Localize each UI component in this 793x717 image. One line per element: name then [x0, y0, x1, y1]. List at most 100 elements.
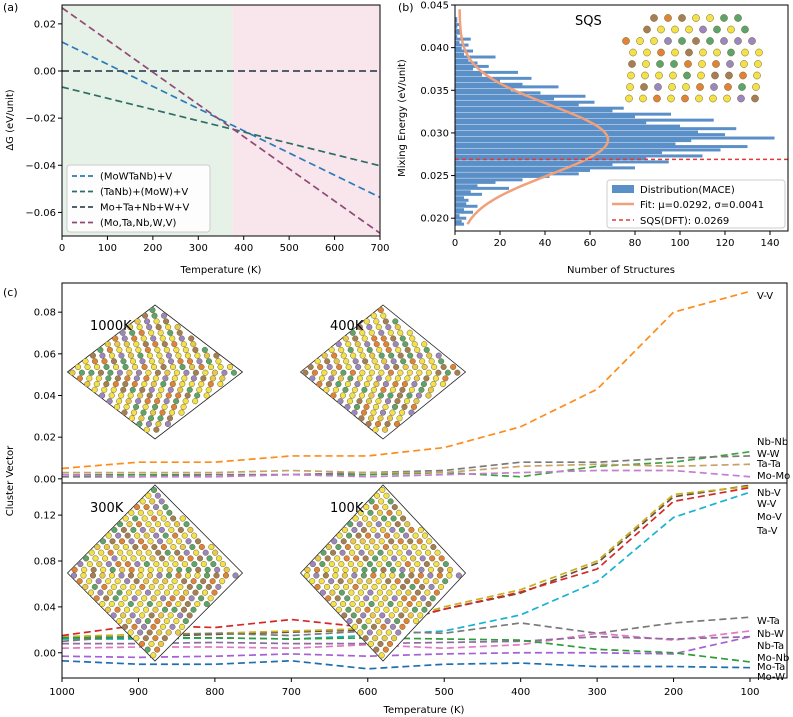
atom: [144, 618, 151, 625]
series-label-mo-w: Mo-W: [757, 672, 785, 683]
atom: [365, 398, 373, 405]
atom: [212, 549, 219, 556]
atom: [103, 381, 110, 388]
atom: [424, 589, 431, 596]
atom: [158, 583, 165, 590]
atom: [370, 572, 377, 579]
series-line-mo-nb: [61, 635, 751, 659]
atom: [422, 532, 429, 539]
atom: [154, 589, 161, 596]
atom: [101, 358, 108, 365]
atom: [161, 635, 168, 642]
atom: [168, 555, 175, 562]
legend-label-dft: SQS(DFT): 0.0269: [640, 216, 729, 227]
atom: [418, 566, 425, 573]
atom: [201, 589, 209, 596]
atom: [425, 392, 432, 399]
atom: [377, 415, 384, 422]
histogram-bar: [455, 190, 471, 194]
atom: [372, 403, 380, 410]
atom: [724, 83, 732, 91]
atom: [385, 375, 392, 382]
atom: [386, 415, 394, 422]
atom: [411, 543, 418, 551]
histogram-bar: [455, 160, 669, 164]
atom: [408, 566, 416, 573]
atom: [696, 83, 704, 91]
atom: [139, 498, 146, 505]
atom: [122, 381, 129, 388]
atom: [167, 612, 174, 619]
atom: [142, 635, 149, 642]
atom: [323, 583, 331, 590]
atom: [377, 549, 384, 556]
atom: [446, 566, 454, 573]
atom: [395, 346, 402, 353]
atom: [86, 561, 93, 568]
atom: [398, 612, 405, 619]
x-tick-label: 120: [715, 238, 734, 249]
atom: [154, 521, 162, 528]
atom: [120, 612, 127, 619]
atom: [356, 618, 363, 625]
atom: [359, 369, 366, 376]
atom: [333, 583, 340, 590]
atom: [314, 583, 321, 590]
atom: [350, 352, 357, 359]
atom: [160, 312, 168, 319]
atom: [360, 409, 368, 416]
atom: [376, 509, 383, 516]
panel-a-legend: (MoWTaNb)+V (TaNb)+(MoW)+V Mo+Ta+Nb+W+V (Mo…: [66, 164, 211, 233]
atom: [173, 346, 180, 353]
atom: [193, 549, 200, 556]
atom: [170, 543, 177, 551]
atom: [411, 381, 418, 388]
y-tick-label: 0.00: [34, 648, 56, 659]
atom: [95, 375, 102, 382]
atom: [116, 346, 123, 353]
atom: [384, 532, 391, 539]
atom: [367, 589, 374, 596]
atom: [396, 415, 403, 422]
atom: [372, 595, 379, 602]
atom: [345, 363, 352, 371]
atom: [364, 341, 371, 348]
atom: [154, 398, 161, 405]
histogram-bar: [455, 64, 489, 68]
atom: [211, 589, 218, 596]
atom: [194, 392, 201, 399]
atom: [112, 335, 119, 342]
atom: [347, 578, 354, 585]
atom: [120, 386, 127, 393]
atom: [110, 358, 118, 365]
atom: [434, 549, 441, 556]
atom: [178, 335, 185, 342]
atom: [152, 578, 159, 585]
atom: [377, 306, 384, 314]
atom: [88, 369, 95, 376]
atom: [336, 532, 343, 539]
atom: [324, 358, 331, 365]
atom: [387, 498, 394, 505]
histogram-bar: [455, 112, 671, 116]
histogram-bar: [455, 220, 462, 224]
atom: [110, 612, 117, 619]
atom: [342, 583, 350, 590]
atom: [338, 561, 345, 568]
atom: [120, 358, 127, 365]
atom: [139, 555, 147, 562]
atom: [110, 386, 117, 393]
atom: [156, 392, 163, 399]
atom: [387, 329, 394, 336]
atom: [131, 595, 138, 602]
atom: [397, 329, 404, 336]
y-tick-label: 0.04: [34, 602, 56, 613]
atom: [205, 386, 212, 393]
histogram-bar: [455, 17, 458, 21]
atom: [125, 589, 133, 596]
atom: [158, 612, 165, 619]
lattice-inset: [299, 304, 467, 440]
atom: [132, 543, 139, 551]
atom: [180, 403, 187, 410]
atom: [378, 352, 385, 359]
